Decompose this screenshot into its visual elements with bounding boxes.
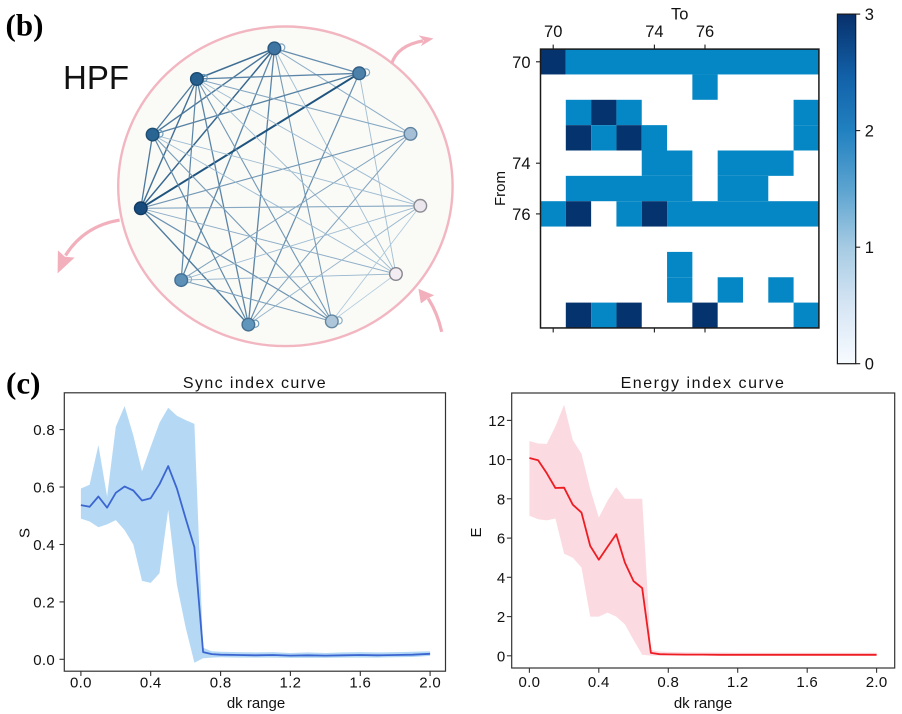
svg-text:0.0: 0.0 — [519, 674, 541, 691]
svg-text:2: 2 — [497, 609, 506, 626]
svg-text:10: 10 — [488, 452, 505, 469]
svg-text:0.8: 0.8 — [210, 675, 232, 692]
svg-text:74: 74 — [512, 155, 530, 173]
svg-text:1.2: 1.2 — [280, 675, 302, 692]
svg-text:70: 70 — [544, 23, 562, 41]
svg-text:Energy index curve: Energy index curve — [621, 375, 786, 392]
svg-text:0.6: 0.6 — [33, 480, 55, 497]
svg-text:To: To — [671, 6, 688, 24]
svg-text:0.4: 0.4 — [588, 674, 610, 691]
svg-text:0: 0 — [865, 356, 874, 374]
svg-text:2: 2 — [865, 123, 874, 141]
svg-text:1.2: 1.2 — [727, 674, 749, 691]
svg-text:1.6: 1.6 — [349, 675, 371, 692]
svg-text:70: 70 — [512, 54, 530, 72]
svg-text:2.0: 2.0 — [866, 674, 888, 691]
svg-text:(c): (c) — [6, 366, 40, 401]
svg-text:HPF: HPF — [63, 59, 129, 96]
svg-text:2.0: 2.0 — [419, 675, 441, 692]
svg-text:6: 6 — [497, 531, 506, 548]
svg-text:Sync index curve: Sync index curve — [183, 375, 327, 392]
svg-text:dk range: dk range — [227, 695, 285, 712]
svg-text:1.6: 1.6 — [796, 674, 818, 691]
svg-text:0.0: 0.0 — [70, 675, 92, 692]
svg-text:4: 4 — [497, 570, 506, 587]
svg-text:76: 76 — [696, 23, 714, 41]
svg-text:74: 74 — [645, 23, 663, 41]
svg-text:0.4: 0.4 — [140, 675, 162, 692]
svg-text:0.0: 0.0 — [33, 652, 55, 669]
svg-text:S: S — [17, 528, 34, 538]
svg-text:0.4: 0.4 — [33, 537, 55, 554]
svg-text:dk range: dk range — [674, 695, 732, 712]
svg-text:E: E — [468, 527, 485, 537]
svg-text:0: 0 — [497, 648, 506, 665]
svg-text:0.8: 0.8 — [33, 422, 55, 439]
svg-text:3: 3 — [865, 6, 874, 24]
svg-text:0.2: 0.2 — [33, 594, 55, 611]
svg-text:76: 76 — [512, 206, 530, 224]
svg-text:From: From — [492, 171, 509, 206]
svg-text:12: 12 — [488, 413, 505, 430]
svg-text:1: 1 — [865, 239, 874, 257]
svg-text:(b): (b) — [6, 8, 44, 43]
svg-text:0.8: 0.8 — [657, 674, 679, 691]
svg-text:8: 8 — [497, 491, 506, 508]
